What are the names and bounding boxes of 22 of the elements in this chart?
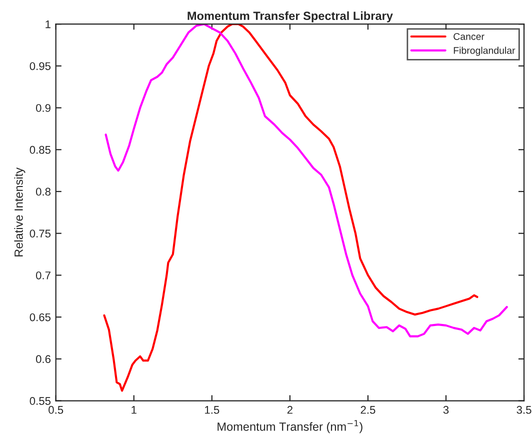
y-tick-label: 0.55: [30, 397, 51, 405]
x-tick-label: 1: [132, 406, 136, 414]
chart-title: Momentum Transfer Spectral Library: [188, 11, 393, 22]
x-tick-label: 2: [287, 406, 292, 414]
x-axis-title: Momentum Transfer (nm$^{−1}$): [218, 420, 362, 434]
y-tick-label: 0.65: [30, 313, 51, 322]
y-tick-label: 0.95: [30, 62, 51, 70]
y-tick-label: 0.8: [36, 188, 51, 196]
legend-label: Cancer: [454, 33, 484, 40]
legend-label: Fibroglandular: [454, 46, 516, 56]
y-tick-label: 0.75: [30, 230, 51, 238]
y-tick-label: 0.85: [30, 146, 51, 154]
y-tick-label: 0.7: [36, 271, 50, 280]
y-tick-label: 1: [46, 20, 50, 28]
x-tick-label: 1.5: [205, 406, 220, 414]
x-tick-label: 3.5: [516, 406, 532, 414]
y-axis-title: Relative Intensity: [14, 168, 26, 256]
x-tick-label: 2.5: [360, 406, 376, 414]
x-tick-label: 0.5: [48, 406, 64, 414]
y-tick-label: 0.6: [36, 355, 51, 364]
x-tick-label: 3: [443, 406, 449, 414]
y-tick-label: 0.9: [36, 104, 50, 112]
